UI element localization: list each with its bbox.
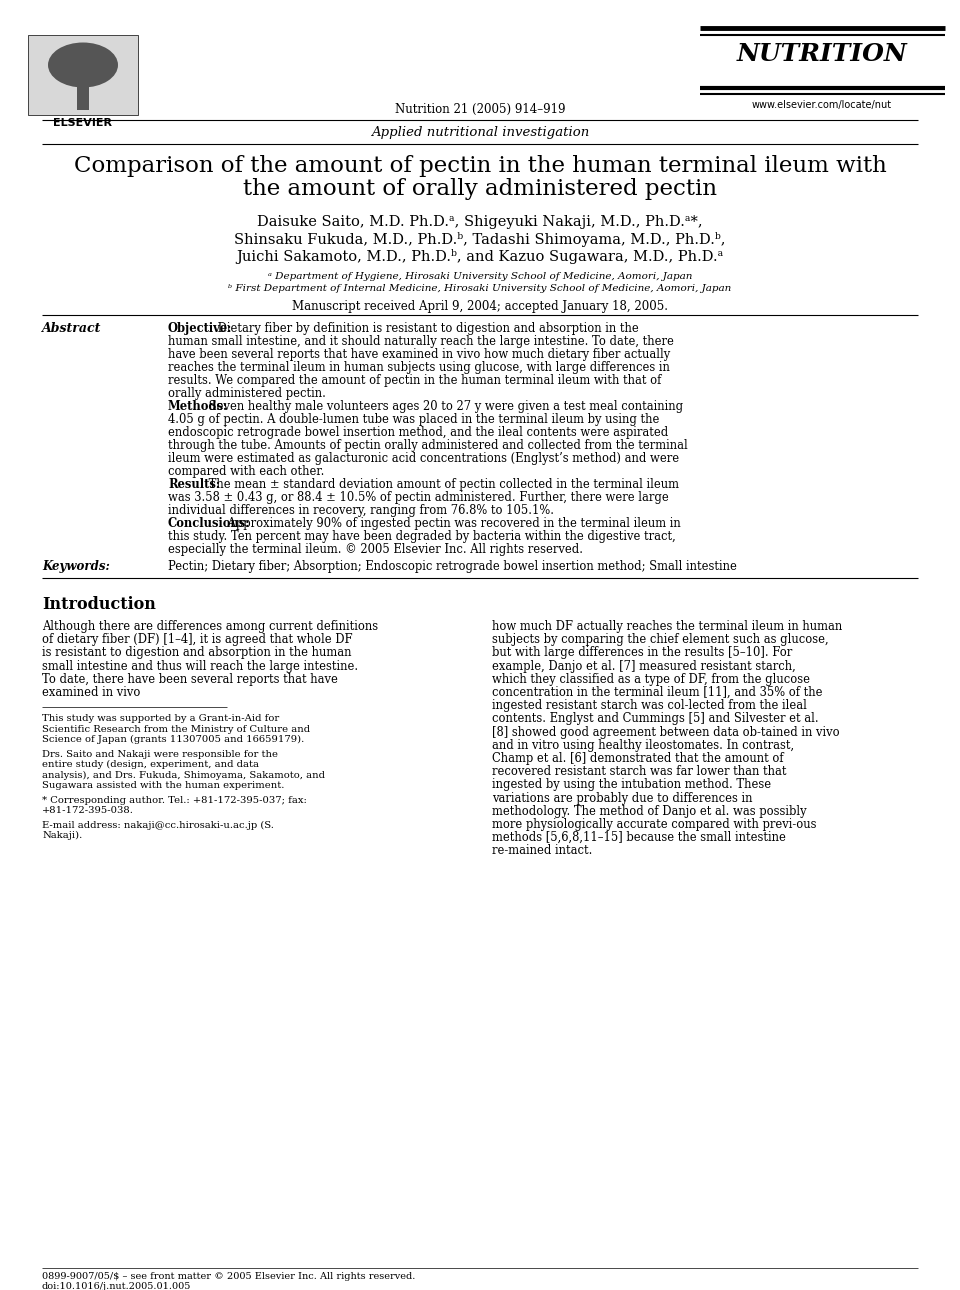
Text: NUTRITION: NUTRITION: [736, 43, 907, 66]
Text: Manuscript received April 9, 2004; accepted January 18, 2005.: Manuscript received April 9, 2004; accep…: [292, 301, 668, 313]
Text: www.elsevier.com/locate/nut: www.elsevier.com/locate/nut: [752, 101, 892, 110]
Text: is resistant to digestion and absorption in the human: is resistant to digestion and absorption…: [42, 646, 351, 659]
Text: 0899-9007/05/$ – see front matter © 2005 Elsevier Inc. All rights reserved.
doi:: 0899-9007/05/$ – see front matter © 2005…: [42, 1272, 416, 1290]
Text: example, Danjo et al. [7] measured resistant starch,: example, Danjo et al. [7] measured resis…: [492, 659, 796, 672]
Text: and in vitro using healthy ileostomates. In contrast,: and in vitro using healthy ileostomates.…: [492, 739, 794, 752]
Text: Keywords:: Keywords:: [42, 560, 109, 573]
Text: E-mail address: nakaji@cc.hirosaki-u.ac.jp (S.: E-mail address: nakaji@cc.hirosaki-u.ac.…: [42, 820, 274, 829]
Text: * Corresponding author. Tel.: +81-172-395-037; fax:: * Corresponding author. Tel.: +81-172-39…: [42, 796, 307, 805]
Ellipse shape: [48, 43, 118, 88]
Text: ingested resistant starch was col-lected from the ileal: ingested resistant starch was col-lected…: [492, 699, 806, 712]
Text: was 3.58 ± 0.43 g, or 88.4 ± 10.5% of pectin administered. Further, there were l: was 3.58 ± 0.43 g, or 88.4 ± 10.5% of pe…: [168, 491, 669, 504]
Text: Conclusions:: Conclusions:: [168, 517, 251, 530]
Text: Introduction: Introduction: [42, 596, 156, 613]
Text: how much DF actually reaches the terminal ileum in human: how much DF actually reaches the termina…: [492, 620, 842, 633]
Text: The mean ± standard deviation amount of pectin collected in the terminal ileum: The mean ± standard deviation amount of …: [205, 479, 679, 491]
Text: through the tube. Amounts of pectin orally administered and collected from the t: through the tube. Amounts of pectin oral…: [168, 439, 687, 451]
Text: Approximately 90% of ingested pectin was recovered in the terminal ileum in: Approximately 90% of ingested pectin was…: [224, 517, 681, 530]
Text: Dietary fiber by definition is resistant to digestion and absorption in the: Dietary fiber by definition is resistant…: [214, 322, 639, 335]
Text: Daisuke Saito, M.D. Ph.D.ᵃ, Shigeyuki Nakaji, M.D., Ph.D.ᵃ*,: Daisuke Saito, M.D. Ph.D.ᵃ, Shigeyuki Na…: [257, 215, 703, 230]
Text: Juichi Sakamoto, M.D., Ph.D.ᵇ, and Kazuo Sugawara, M.D., Ph.D.ᵃ: Juichi Sakamoto, M.D., Ph.D.ᵇ, and Kazuo…: [236, 249, 724, 264]
Text: Methods:: Methods:: [168, 400, 228, 413]
Text: Champ et al. [6] demonstrated that the amount of: Champ et al. [6] demonstrated that the a…: [492, 752, 783, 765]
Text: re-mained intact.: re-mained intact.: [492, 845, 592, 858]
Text: human small intestine, and it should naturally reach the large intestine. To dat: human small intestine, and it should nat…: [168, 335, 674, 348]
Text: 4.05 g of pectin. A double-lumen tube was placed in the terminal ileum by using : 4.05 g of pectin. A double-lumen tube wa…: [168, 413, 660, 426]
Text: ᵃ Department of Hygiene, Hirosaki University School of Medicine, Aomori, Japan: ᵃ Department of Hygiene, Hirosaki Univer…: [268, 272, 692, 281]
Text: subjects by comparing the chief element such as glucose,: subjects by comparing the chief element …: [492, 633, 828, 646]
Text: Comparison of the amount of pectin in the human terminal ileum with: Comparison of the amount of pectin in th…: [74, 155, 886, 177]
Text: have been several reports that have examined in vivo how much dietary fiber actu: have been several reports that have exam…: [168, 348, 670, 361]
Text: To date, there have been several reports that have: To date, there have been several reports…: [42, 673, 338, 686]
Text: +81-172-395-038.: +81-172-395-038.: [42, 806, 133, 815]
Text: Science of Japan (grants 11307005 and 16659179).: Science of Japan (grants 11307005 and 16…: [42, 735, 304, 744]
Text: Applied nutritional investigation: Applied nutritional investigation: [371, 126, 589, 139]
Text: Drs. Saito and Nakaji were responsible for the: Drs. Saito and Nakaji were responsible f…: [42, 749, 278, 759]
Text: especially the terminal ileum. © 2005 Elsevier Inc. All rights reserved.: especially the terminal ileum. © 2005 El…: [168, 543, 583, 556]
Text: ᵇ First Department of Internal Medicine, Hirosaki University School of Medicine,: ᵇ First Department of Internal Medicine,…: [228, 284, 732, 293]
Text: ELSEVIER: ELSEVIER: [54, 117, 112, 128]
Text: Abstract: Abstract: [42, 322, 102, 335]
Text: methodology. The method of Danjo et al. was possibly: methodology. The method of Danjo et al. …: [492, 805, 806, 818]
Text: concentration in the terminal ileum [11], and 35% of the: concentration in the terminal ileum [11]…: [492, 686, 823, 699]
Bar: [28, 35, 138, 115]
Text: reaches the terminal ileum in human subjects using glucose, with large differenc: reaches the terminal ileum in human subj…: [168, 361, 670, 374]
Text: this study. Ten percent may have been degraded by bacteria within the digestive : this study. Ten percent may have been de…: [168, 530, 676, 543]
Text: ingested by using the intubation method. These: ingested by using the intubation method.…: [492, 778, 771, 791]
Bar: [28, 35, 138, 130]
Text: Sugawara assisted with the human experiment.: Sugawara assisted with the human experim…: [42, 782, 284, 791]
Bar: [77, 80, 89, 110]
Text: small intestine and thus will reach the large intestine.: small intestine and thus will reach the …: [42, 659, 358, 672]
Text: variations are probably due to differences in: variations are probably due to differenc…: [492, 792, 753, 805]
Text: the amount of orally administered pectin: the amount of orally administered pectin: [243, 178, 717, 200]
Text: analysis), and Drs. Fukuda, Shimoyama, Sakamoto, and: analysis), and Drs. Fukuda, Shimoyama, S…: [42, 770, 325, 780]
Text: but with large differences in the results [5–10]. For: but with large differences in the result…: [492, 646, 792, 659]
Text: Scientific Research from the Ministry of Culture and: Scientific Research from the Ministry of…: [42, 725, 310, 734]
Text: entire study (design, experiment, and data: entire study (design, experiment, and da…: [42, 760, 259, 769]
Text: Shinsaku Fukuda, M.D., Ph.D.ᵇ, Tadashi Shimoyama, M.D., Ph.D.ᵇ,: Shinsaku Fukuda, M.D., Ph.D.ᵇ, Tadashi S…: [234, 232, 726, 246]
Text: Seven healthy male volunteers ages 20 to 27 y were given a test meal containing: Seven healthy male volunteers ages 20 to…: [205, 400, 684, 413]
Text: Although there are differences among current definitions: Although there are differences among cur…: [42, 620, 378, 633]
Text: methods [5,6,8,11–15] because the small intestine: methods [5,6,8,11–15] because the small …: [492, 831, 786, 844]
Text: orally administered pectin.: orally administered pectin.: [168, 387, 325, 400]
Text: Pectin; Dietary fiber; Absorption; Endoscopic retrograde bowel insertion method;: Pectin; Dietary fiber; Absorption; Endos…: [168, 560, 737, 573]
Text: Nakaji).: Nakaji).: [42, 831, 83, 840]
Text: individual differences in recovery, ranging from 76.8% to 105.1%.: individual differences in recovery, rang…: [168, 504, 554, 517]
Text: recovered resistant starch was far lower than that: recovered resistant starch was far lower…: [492, 765, 786, 778]
Text: Results:: Results:: [168, 479, 220, 491]
Text: ileum were estimated as galacturonic acid concentrations (Englyst’s method) and : ileum were estimated as galacturonic aci…: [168, 451, 679, 464]
Text: of dietary fiber (DF) [1–4], it is agreed that whole DF: of dietary fiber (DF) [1–4], it is agree…: [42, 633, 352, 646]
Text: examined in vivo: examined in vivo: [42, 686, 140, 699]
Text: contents. Englyst and Cummings [5] and Silvester et al.: contents. Englyst and Cummings [5] and S…: [492, 712, 819, 725]
Text: compared with each other.: compared with each other.: [168, 464, 324, 479]
Text: endoscopic retrograde bowel insertion method, and the ileal contents were aspira: endoscopic retrograde bowel insertion me…: [168, 426, 668, 439]
Text: Nutrition 21 (2005) 914–919: Nutrition 21 (2005) 914–919: [395, 103, 565, 116]
Text: results. We compared the amount of pectin in the human terminal ileum with that : results. We compared the amount of pecti…: [168, 374, 661, 387]
Text: more physiologically accurate compared with previ-ous: more physiologically accurate compared w…: [492, 818, 817, 831]
Text: which they classified as a type of DF, from the glucose: which they classified as a type of DF, f…: [492, 673, 810, 686]
Text: Objective:: Objective:: [168, 322, 232, 335]
Text: This study was supported by a Grant-in-Aid for: This study was supported by a Grant-in-A…: [42, 715, 279, 724]
Text: [8] showed good agreement between data ob-tained in vivo: [8] showed good agreement between data o…: [492, 725, 840, 739]
